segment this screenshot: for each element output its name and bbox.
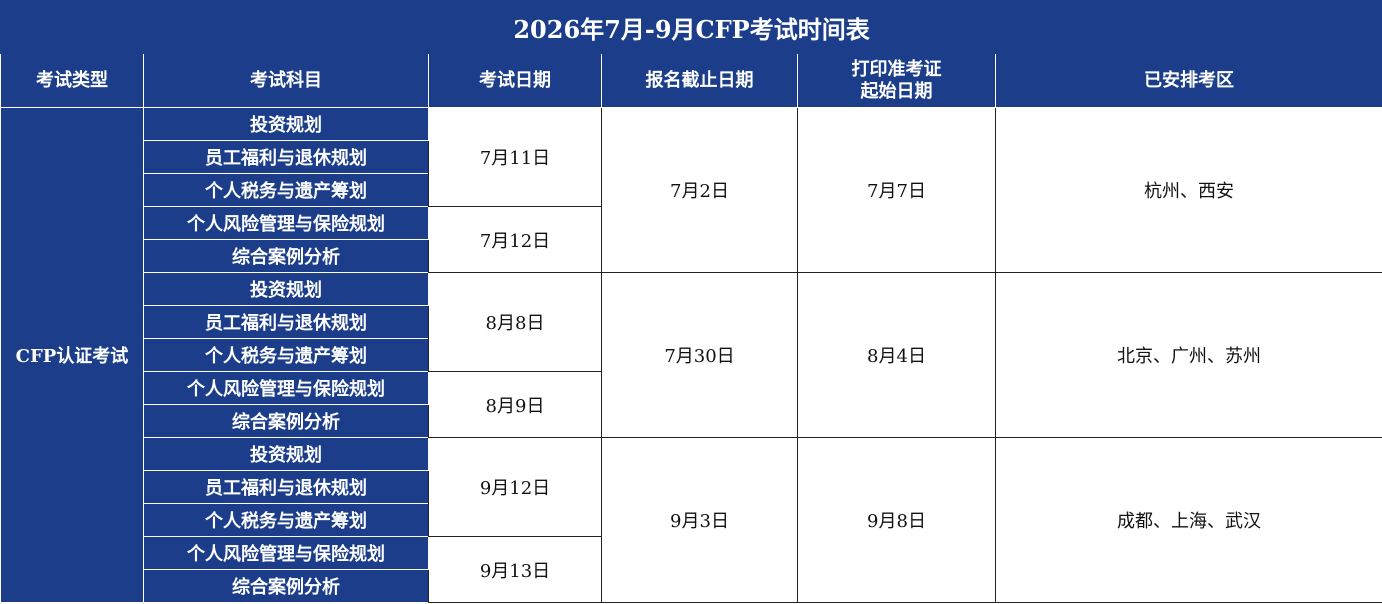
deadline-cell: 9月3日 <box>601 437 798 603</box>
table-row: 投资规划 9月12日 9月3日 9月8日 成都、上海、武汉 <box>1 437 1382 603</box>
subject-cell: 综合案例分析 <box>143 569 429 603</box>
table-title: 2026年7月-9月CFP考试时间表 <box>0 0 1382 54</box>
deadline-cell: 7月30日 <box>601 272 798 438</box>
subject-cell: 个人风险管理与保险规划 <box>143 206 429 240</box>
table-row: 综合案例分析 <box>1 404 1382 438</box>
exam-date-cell: 8月8日 <box>428 272 602 372</box>
subject-cell: 投资规划 <box>143 272 429 306</box>
header-subject: 考试科目 <box>143 53 429 108</box>
subject-cell: 个人税务与遗产筹划 <box>143 503 429 537</box>
print-start-cell: 9月8日 <box>797 437 996 603</box>
header-print-line2: 起始日期 <box>860 80 933 102</box>
table-row: 个人风险管理与保险规划 9月13日 <box>1 536 1382 603</box>
subject-cell: 员工福利与退休规划 <box>143 470 429 504</box>
locations-cell: 杭州、西安 <box>994 107 1382 273</box>
table-row: 个人税务与遗产筹划 <box>1 173 1382 207</box>
table-row: 员工福利与退休规划 <box>1 305 1382 339</box>
table-row: 综合案例分析 <box>1 239 1382 273</box>
subject-cell: 个人税务与遗产筹划 <box>143 338 429 372</box>
header-locations: 已安排考区 <box>994 53 1382 108</box>
subject-cell: 员工福利与退休规划 <box>143 305 429 339</box>
header-exam-date: 考试日期 <box>428 53 602 108</box>
subject-cell: 员工福利与退休规划 <box>143 140 429 174</box>
table-row: 个人税务与遗产筹划 <box>1 338 1382 372</box>
exam-type-cell: CFP认证考试 <box>0 107 144 603</box>
exam-date-cell: 8月9日 <box>428 371 602 438</box>
subject-cell: 个人风险管理与保险规划 <box>143 371 429 405</box>
print-start-cell: 7月7日 <box>797 107 996 273</box>
exam-date-cell: 7月11日 <box>428 107 602 207</box>
locations-cell: 成都、上海、武汉 <box>994 437 1382 603</box>
locations-cell: 北京、广州、苏州 <box>994 272 1382 438</box>
subject-cell: 个人税务与遗产筹划 <box>143 173 429 207</box>
table-row: 个人风险管理与保险规划 7月12日 <box>1 206 1382 273</box>
exam-date-cell: 9月12日 <box>428 437 602 537</box>
table-row: 综合案例分析 <box>1 569 1382 603</box>
exam-date-cell: 7月12日 <box>428 206 602 273</box>
deadline-cell: 7月2日 <box>601 107 798 273</box>
subject-cell: 综合案例分析 <box>143 404 429 438</box>
table-row: CFP认证考试 投资规划 7月11日 7月2日 7月7日 杭州、西安 <box>0 107 1382 603</box>
header-deadline: 报名截止日期 <box>601 53 798 108</box>
subject-cell: 投资规划 <box>143 437 429 471</box>
table-row: 投资规划 8月8日 7月30日 8月4日 北京、广州、苏州 <box>1 272 1382 438</box>
header-exam-type: 考试类型 <box>0 53 144 108</box>
subject-cell: 综合案例分析 <box>143 239 429 273</box>
exam-date-cell: 9月13日 <box>428 536 602 603</box>
subject-cell: 个人风险管理与保险规划 <box>143 536 429 570</box>
table-row: 个人风险管理与保险规划 8月9日 <box>1 371 1382 438</box>
table-row: 员工福利与退休规划 <box>1 140 1382 174</box>
table-row: 员工福利与退休规划 <box>1 470 1382 504</box>
subject-cell: 投资规划 <box>143 107 429 141</box>
header-print-start: 打印准考证 起始日期 <box>797 53 996 108</box>
header-print-line1: 打印准考证 <box>851 58 942 80</box>
print-start-cell: 8月4日 <box>797 272 996 438</box>
